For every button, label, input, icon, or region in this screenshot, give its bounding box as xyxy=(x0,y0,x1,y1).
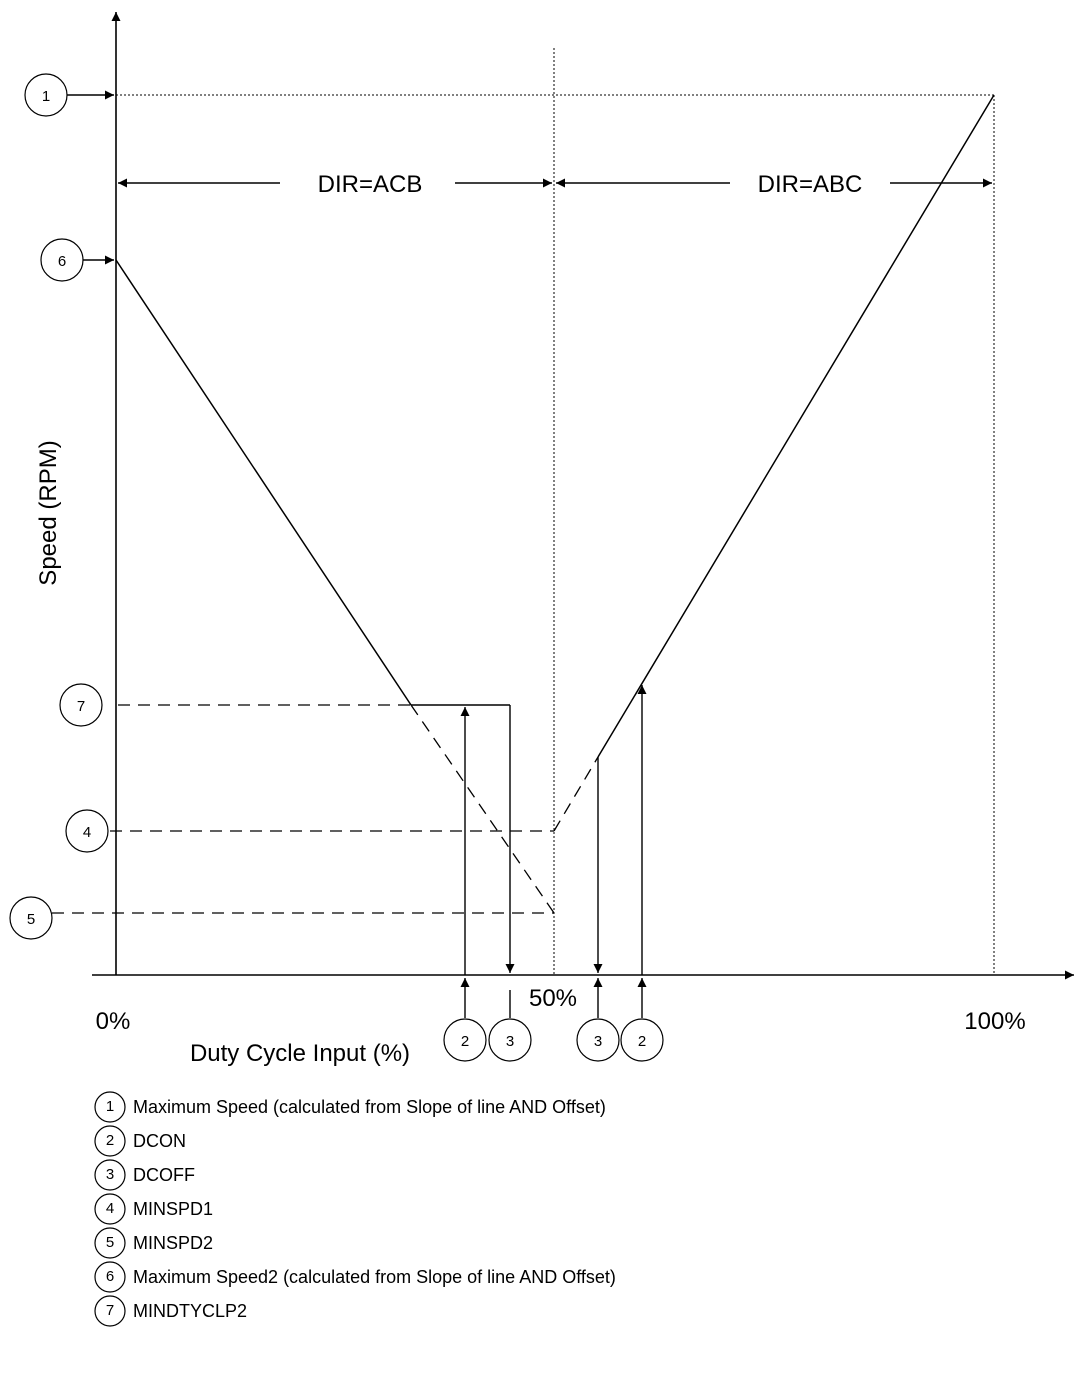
x-tick-50: 50% xyxy=(529,985,577,1012)
marker-3-left-circle xyxy=(488,1018,532,1062)
legend-number: 3 xyxy=(105,1166,115,1183)
acb-speed-dashed xyxy=(410,704,555,914)
marker-3-left-label: 3 xyxy=(506,1033,514,1050)
legend-number: 4 xyxy=(105,1200,115,1217)
legend-item: 7 MINDTYCLP2 xyxy=(93,1294,893,1328)
legend-number: 1 xyxy=(105,1098,115,1115)
legend-text: MINDTYCLP2 xyxy=(133,1300,248,1321)
legend-number: 6 xyxy=(105,1268,115,1285)
legend-item: 5 MINSPD2 xyxy=(93,1226,893,1260)
region-acb-label: DIR=ACB xyxy=(318,171,423,198)
legend-number: 2 xyxy=(105,1132,115,1149)
acb-speed-line xyxy=(115,259,412,706)
legend-number-circle: 4 xyxy=(93,1192,127,1226)
x-axis-label: Duty Cycle Input (%) xyxy=(190,1040,410,1067)
abc-speed-dashed xyxy=(553,756,599,832)
speed-duty-diagram: DIR=ACB DIR=ABC Speed (RPM) 0% 50% 100% … xyxy=(9,12,1074,1067)
marker-3-right-circle xyxy=(576,1018,620,1062)
legend: 1 Maximum Speed (calculated from Slope o… xyxy=(93,1090,893,1328)
marker-5-circle xyxy=(9,896,53,940)
legend-number-circle: 3 xyxy=(93,1158,127,1192)
legend-number-circle: 5 xyxy=(93,1226,127,1260)
marker-2-left-label: 2 xyxy=(461,1033,469,1050)
marker-5-label: 5 xyxy=(27,911,35,928)
legend-number: 7 xyxy=(105,1302,115,1319)
legend-item: 1 Maximum Speed (calculated from Slope o… xyxy=(93,1090,893,1124)
legend-item: 4 MINSPD1 xyxy=(93,1192,893,1226)
marker-4-label: 4 xyxy=(83,824,91,841)
legend-number: 5 xyxy=(105,1234,115,1251)
legend-item: 2 DCON xyxy=(93,1124,893,1158)
legend-number-circle: 7 xyxy=(93,1294,127,1328)
marker-7-circle xyxy=(59,683,103,727)
x-tick-0: 0% xyxy=(96,1008,131,1035)
legend-text: MINSPD1 xyxy=(133,1198,214,1219)
x-tick-100: 100% xyxy=(964,1008,1025,1035)
marker-2-left-circle xyxy=(443,1018,487,1062)
legend-number-circle: 2 xyxy=(93,1124,127,1158)
legend-text: MINSPD2 xyxy=(133,1232,214,1253)
marker-3-right-label: 3 xyxy=(594,1033,602,1050)
marker-7-label: 7 xyxy=(77,698,85,715)
abc-speed-line xyxy=(597,94,995,758)
legend-number-circle: 1 xyxy=(93,1090,127,1124)
marker-6-label: 6 xyxy=(58,253,66,270)
legend-item: 6 Maximum Speed2 (calculated from Slope … xyxy=(93,1260,893,1294)
legend-text: Maximum Speed (calculated from Slope of … xyxy=(133,1096,606,1117)
marker-2-right-circle xyxy=(620,1018,664,1062)
legend-text: DCON xyxy=(133,1130,186,1151)
legend-text: Maximum Speed2 (calculated from Slope of… xyxy=(133,1266,616,1287)
legend-item: 3 DCOFF xyxy=(93,1158,893,1192)
legend-text: DCOFF xyxy=(133,1164,195,1185)
y-axis-label: Speed (RPM) xyxy=(35,440,62,585)
marker-1-label: 1 xyxy=(42,88,50,105)
marker-2-right-label: 2 xyxy=(638,1033,646,1050)
marker-4-circle xyxy=(65,809,109,853)
region-abc-label: DIR=ABC xyxy=(758,171,863,198)
legend-number-circle: 6 xyxy=(93,1260,127,1294)
